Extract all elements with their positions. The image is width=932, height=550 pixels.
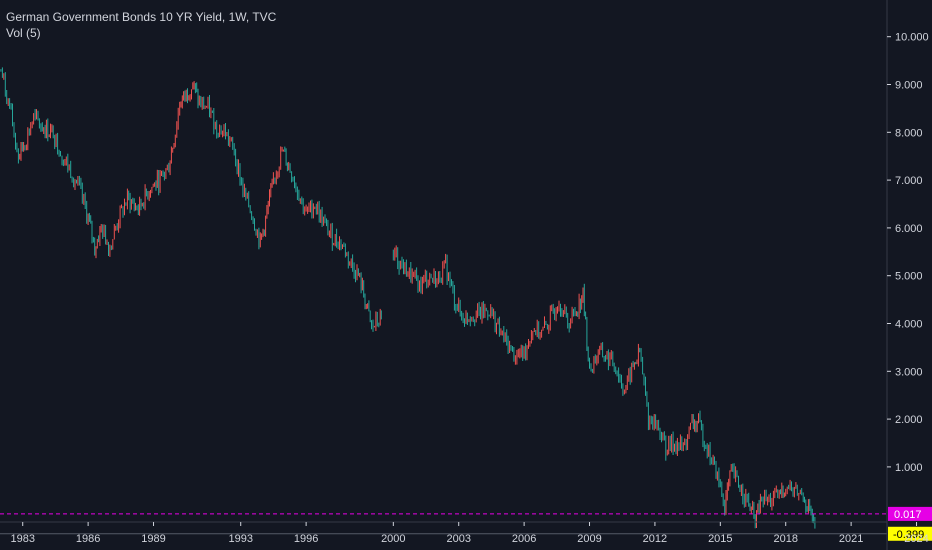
last-price-label: -0.399 — [893, 529, 924, 541]
time-tick-label: 2021 — [839, 533, 863, 545]
time-tick-label: 1993 — [228, 533, 252, 545]
time-tick-label: 2015 — [708, 533, 732, 545]
time-tick-label: 1989 — [141, 533, 165, 545]
time-tick-label: 2006 — [512, 533, 536, 545]
time-tick-label: 1996 — [294, 533, 318, 545]
price-tick-label: 8.000 — [895, 127, 923, 139]
time-tick-label: 2024 — [904, 533, 928, 545]
price-levels — [0, 513, 887, 535]
time-tick-label: 2003 — [446, 533, 470, 545]
price-tick-label: 4.000 — [895, 319, 923, 331]
chart-title[interactable]: German Government Bonds 10 YR Yield, 1W,… — [6, 10, 277, 24]
price-axis[interactable]: 1.000 2.000 3.000 4.000 5.000 6.000 7.000 8.000… — [886, 0, 932, 550]
time-tick-label: 1986 — [76, 533, 100, 545]
price-tick-label: 2.000 — [895, 414, 923, 426]
price-tick-label: 9.000 — [895, 80, 923, 92]
price-series — [0, 67, 816, 529]
volume-indicator-label[interactable]: Vol (5) — [6, 26, 41, 40]
price-tick-label: 5.000 — [895, 271, 923, 283]
time-tick-label: 2018 — [773, 533, 797, 545]
price-tick-label: 10.000 — [895, 32, 929, 44]
marked-level-box — [888, 506, 932, 521]
time-axis[interactable]: 1983 1986 1989 1993 1996 2000 2003 2006 2009 2012… — [0, 521, 929, 545]
time-tick-label: 1983 — [10, 533, 34, 545]
time-tick-label: 2012 — [643, 533, 667, 545]
last-price-box — [888, 526, 932, 541]
price-tick-label: 3.000 — [895, 366, 923, 378]
marked-level-label: 0.017 — [894, 509, 922, 521]
price-tick-label: 7.000 — [895, 175, 923, 187]
price-tick-label: 1.000 — [895, 462, 923, 474]
time-tick-label: 2009 — [577, 533, 601, 545]
price-tick-label: 6.000 — [895, 223, 923, 235]
time-tick-label: 2000 — [381, 533, 405, 545]
